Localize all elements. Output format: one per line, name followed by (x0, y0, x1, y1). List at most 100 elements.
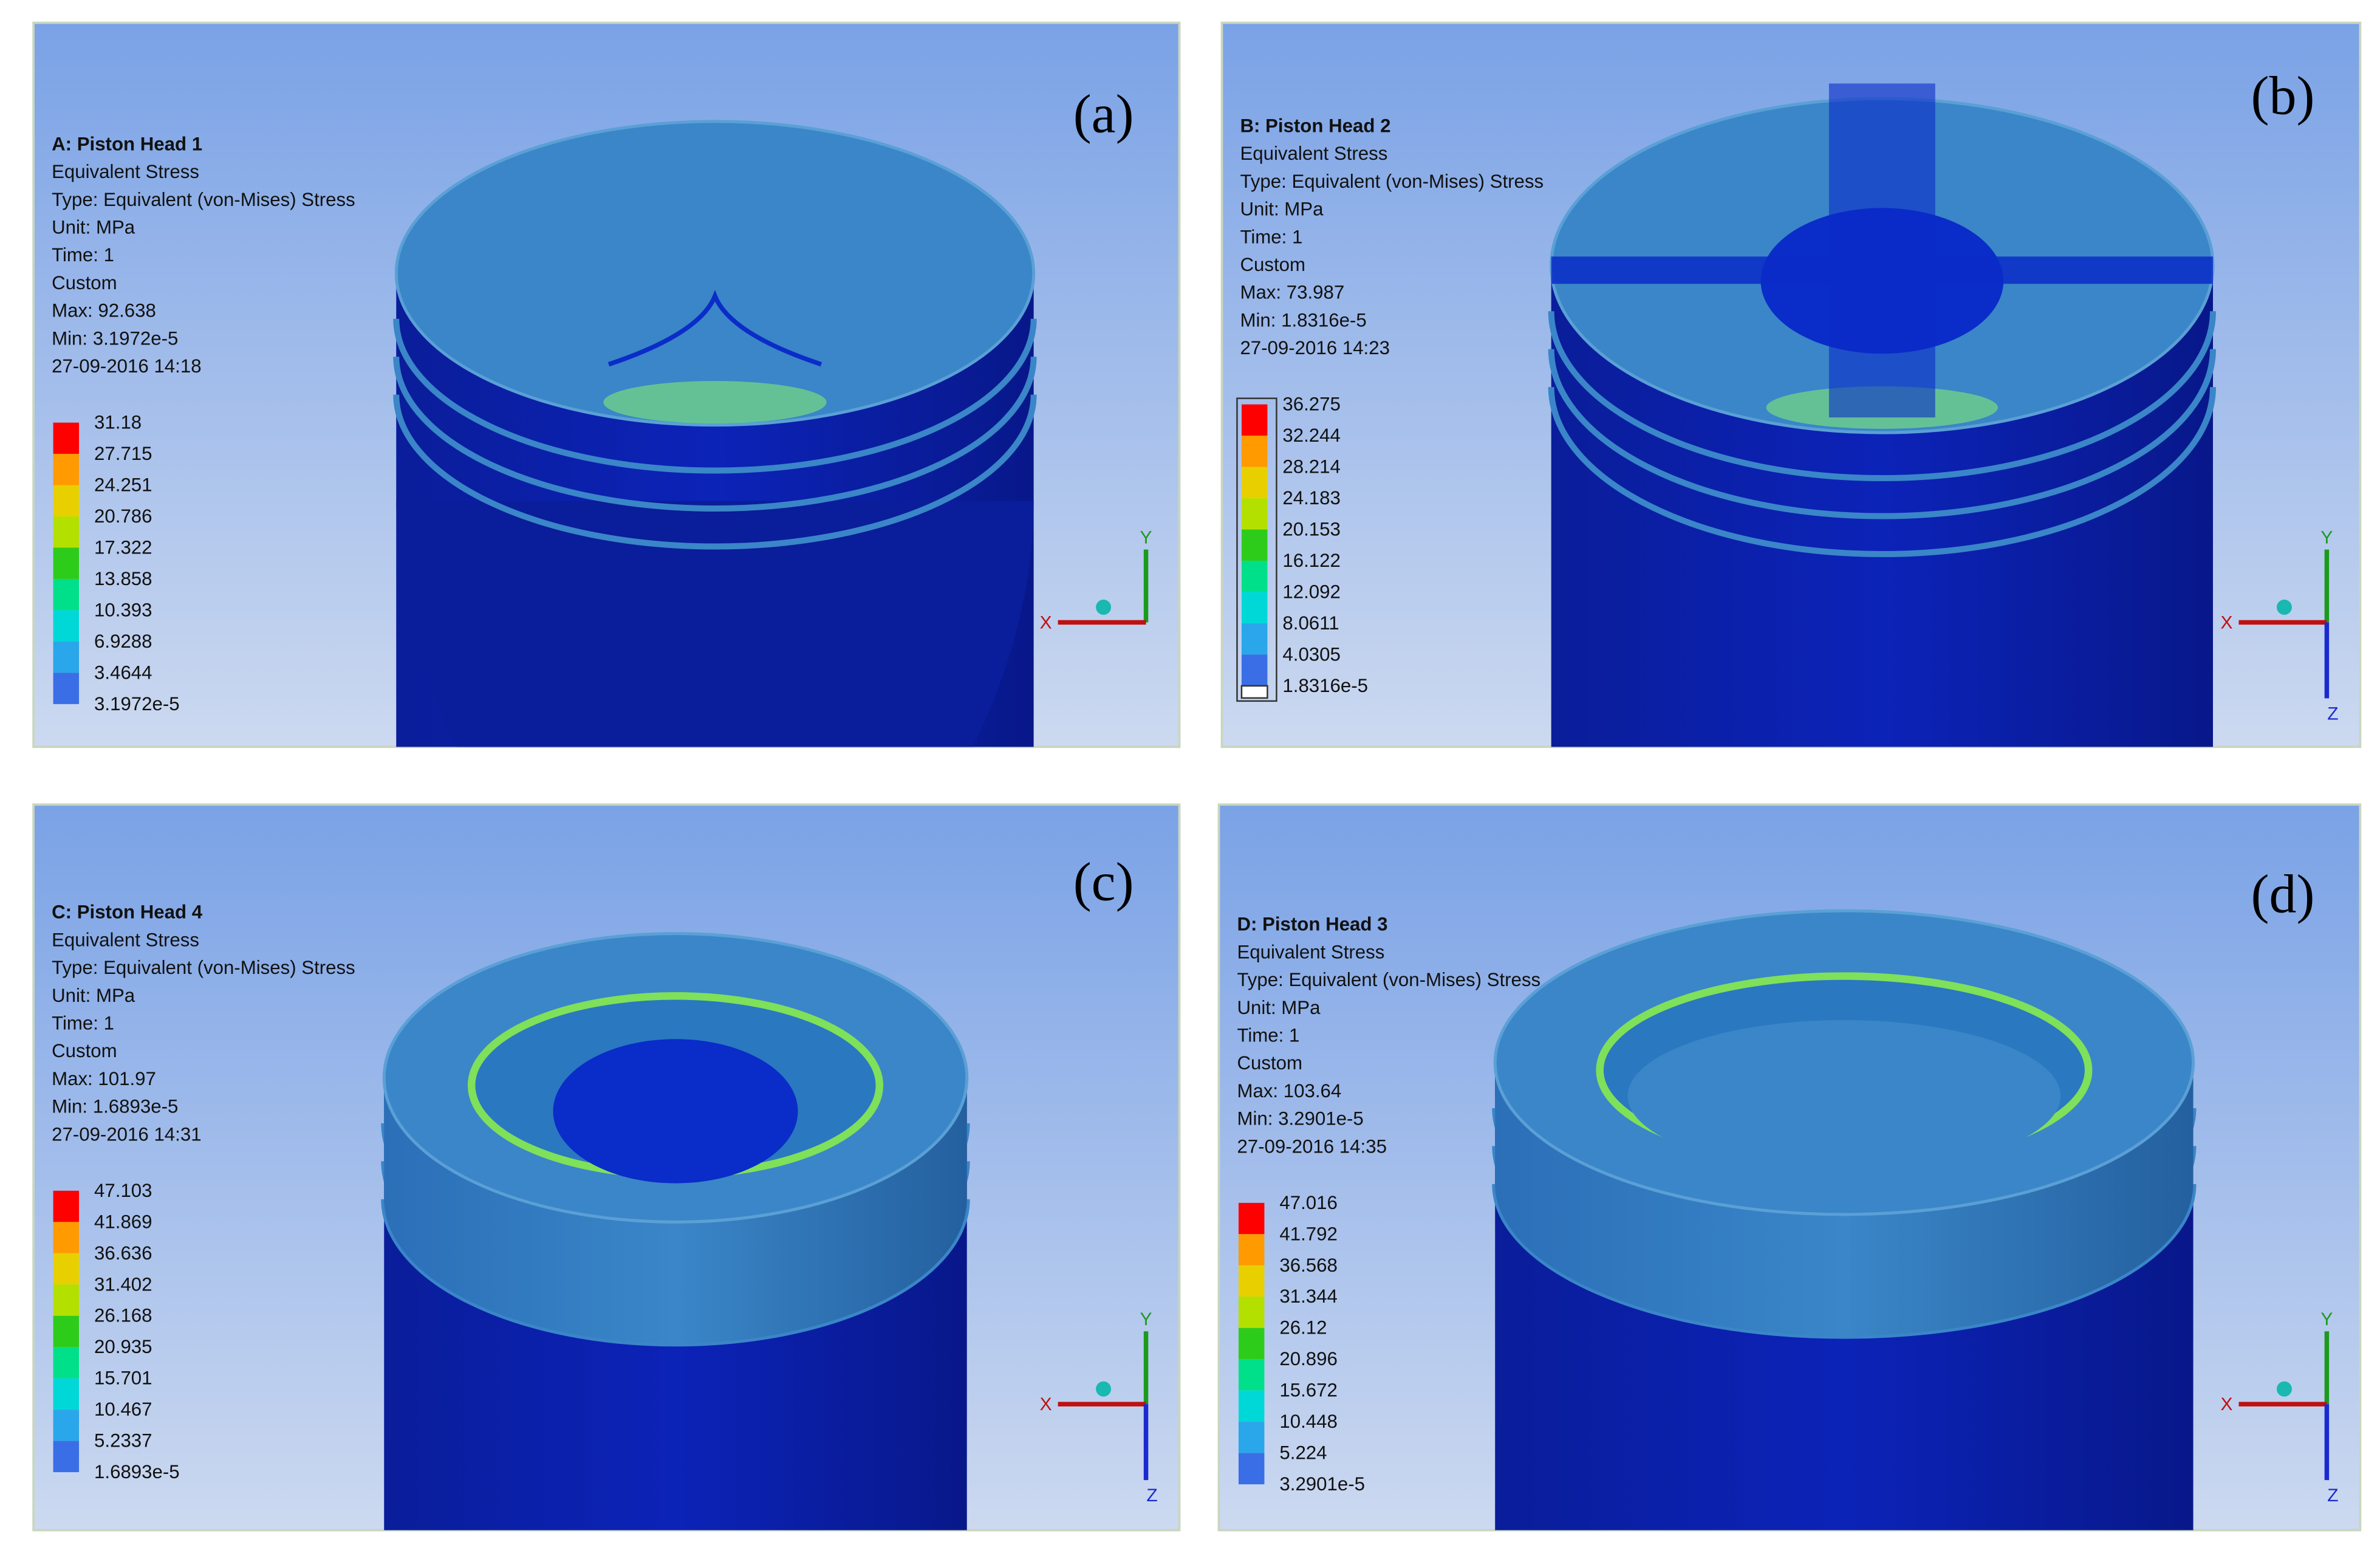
legend-swatch (1238, 1453, 1265, 1485)
legend-swatch (1241, 592, 1268, 623)
panel: (d) D: Piston Head 3 Equivalent Stress Type… (1217, 803, 2362, 1532)
legend-label: 3.4644 (94, 662, 152, 683)
legend-label: 36.275 (1282, 394, 1341, 415)
result-info: Custom (1240, 254, 1305, 275)
legend-swatch (53, 1378, 80, 1410)
result-info: Type: Equivalent (von-Mises) Stress (52, 957, 355, 978)
axis-origin (1096, 1381, 1112, 1397)
panel-label: (a) (1073, 84, 1134, 144)
piston-top (394, 120, 1036, 427)
legend-label: 16.122 (1282, 550, 1341, 571)
legend-label: 5.224 (1279, 1442, 1327, 1464)
legend-label: 1.6893e-5 (94, 1461, 180, 1482)
model (1492, 909, 2197, 1530)
result-info: Min: 3.1972e-5 (52, 327, 178, 349)
legend-label: 26.12 (1279, 1317, 1327, 1338)
axis-label: X (2221, 612, 2233, 632)
ring-groove (393, 357, 1037, 512)
legend-label: 32.244 (1282, 425, 1341, 446)
legend-swatch (1238, 1328, 1265, 1360)
legend-label: 31.18 (94, 412, 142, 433)
result-info: 27-09-2016 14:23 (1240, 337, 1390, 358)
legend-label: 3.1972e-5 (94, 693, 180, 714)
legend-swatch (53, 1284, 80, 1316)
result-info: Max: 92.638 (52, 300, 156, 321)
legend-label: 4.0305 (1282, 643, 1341, 665)
result-title: D: Piston Head 3 (1237, 914, 1387, 935)
legend-label: 47.103 (94, 1180, 152, 1201)
axis-origin (1096, 599, 1112, 615)
legend-label: 3.2901e-5 (1279, 1473, 1365, 1495)
legend-frame (1236, 397, 1277, 702)
legend-swatch (53, 610, 80, 642)
legend-swatch (1241, 654, 1268, 686)
panel: (c) C: Piston Head 4 Equivalent Stress Type… (32, 803, 1181, 1532)
stress-zone (603, 381, 827, 424)
result-info: Type: Equivalent (von-Mises) Stress (1237, 969, 1541, 990)
legend-swatch (1240, 685, 1268, 699)
legend-label: 27.715 (94, 443, 152, 464)
result-info: Max: 73.987 (1240, 282, 1344, 303)
legend-label: 28.214 (1282, 456, 1341, 478)
legend-swatch (1238, 1359, 1265, 1391)
notch (607, 290, 822, 367)
ring-groove (393, 394, 1037, 550)
legend-swatch (53, 1253, 80, 1285)
slot-v (1828, 83, 1935, 418)
legend-label: 31.402 (94, 1273, 152, 1295)
axis-label: Z (2327, 704, 2338, 724)
legend-swatch (53, 516, 80, 548)
legend-label: 8.0611 (1282, 612, 1339, 634)
legend-label: 10.448 (1279, 1411, 1338, 1432)
legend-swatch (53, 1190, 80, 1222)
legend-label: 20.786 (94, 505, 152, 527)
axis-label: X (1040, 612, 1052, 632)
legend-label: 20.153 (1282, 518, 1341, 540)
legend-label: 10.393 (94, 599, 152, 620)
legend-label: 20.935 (94, 1336, 152, 1357)
legend-label: 47.016 (1279, 1192, 1338, 1213)
result-info: Type: Equivalent (von-Mises) Stress (1240, 171, 1544, 192)
legend-label: 6.9288 (94, 631, 152, 652)
legend-label: 20.896 (1279, 1348, 1338, 1369)
piston-skirt (396, 501, 1034, 747)
result-info: Time: 1 (52, 1013, 114, 1034)
legend-swatch (53, 673, 80, 704)
legend-swatch (1241, 623, 1268, 655)
result-title: B: Piston Head 2 (1240, 115, 1390, 136)
legend-swatch (53, 1222, 80, 1253)
result-info: Equivalent Stress (1240, 143, 1387, 164)
result-info: Unit: MPa (1237, 997, 1321, 1018)
legend-swatch (53, 1315, 80, 1348)
result-info: Type: Equivalent (von-Mises) Stress (52, 189, 355, 210)
panel: (a) A: Piston Head 1 Equivalent Stress Type… (32, 21, 1181, 749)
legend-swatch (53, 1410, 80, 1441)
legend-swatch (1238, 1265, 1265, 1297)
legend-swatch (1241, 560, 1268, 592)
legend-label: 41.869 (94, 1211, 152, 1232)
result-info: Custom (52, 1040, 117, 1061)
panel-label: (c) (1073, 852, 1134, 913)
result-info: Unit: MPa (52, 985, 135, 1006)
bowl-floor (553, 1039, 798, 1184)
ring-groove (1548, 311, 2217, 482)
legend-label: 41.792 (1279, 1223, 1338, 1244)
ring-groove (393, 318, 1037, 474)
result-info: Custom (1237, 1052, 1302, 1074)
legend-label: 15.701 (94, 1368, 152, 1389)
legend-swatch (1241, 498, 1268, 530)
legend-label: 31.344 (1279, 1286, 1338, 1307)
axis-label: Y (2320, 1309, 2333, 1329)
axis-label: X (2221, 1394, 2233, 1414)
legend-label: 24.251 (94, 475, 152, 496)
axis-label: Y (1140, 527, 1152, 547)
legend-label: 24.183 (1282, 487, 1341, 509)
result-info: Min: 1.8316e-5 (1240, 309, 1366, 331)
legend-swatch (1238, 1390, 1265, 1422)
legend-swatch (1241, 529, 1268, 561)
legend-label: 17.322 (94, 536, 152, 558)
axis-label: Y (1140, 1309, 1152, 1329)
model (393, 120, 1037, 747)
